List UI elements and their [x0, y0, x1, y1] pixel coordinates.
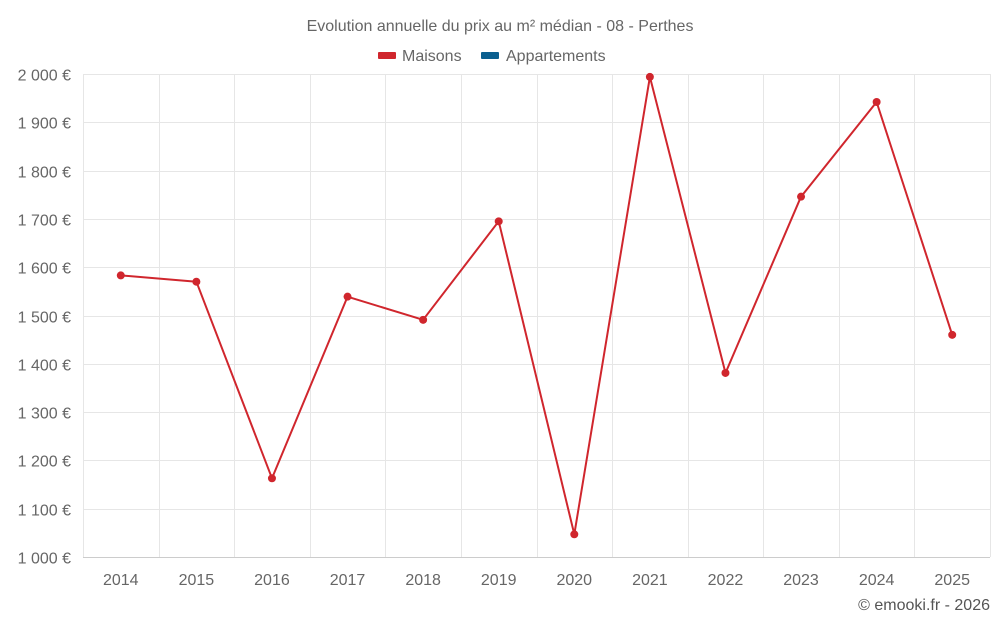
data-point[interactable]	[343, 292, 352, 301]
data-point[interactable]	[267, 474, 276, 483]
data-point[interactable]	[419, 315, 428, 324]
x-tick-label: 2025	[934, 572, 970, 589]
data-point[interactable]	[721, 368, 730, 377]
data-point[interactable]	[645, 72, 654, 81]
data-point[interactable]	[872, 98, 881, 107]
y-tick-label: 1 500 €	[18, 310, 71, 327]
x-tick-label: 2023	[783, 572, 819, 589]
x-gridlines	[83, 74, 991, 557]
x-tick-label: 2019	[481, 572, 517, 589]
legend-label-maisons: Maisons	[402, 48, 462, 65]
legend[interactable]: Maisons Appartements	[378, 48, 606, 65]
data-point[interactable]	[570, 530, 579, 539]
data-point[interactable]	[494, 217, 503, 226]
y-tick-label: 1 800 €	[18, 165, 71, 182]
x-tick-label: 2022	[708, 572, 744, 589]
y-tick-label: 1 400 €	[18, 358, 71, 375]
y-axis-ticks: 1 000 € 1 100 € 1 200 € 1 300 € 1 400 € 1 500…	[18, 68, 71, 568]
data-point[interactable]	[797, 192, 806, 201]
legend-swatch-appartements	[481, 52, 499, 59]
credit-text: © emooki.fr - 2026	[858, 597, 990, 614]
y-tick-label: 1 900 €	[18, 116, 71, 133]
x-tick-label: 2021	[632, 572, 668, 589]
x-tick-label: 2014	[103, 572, 139, 589]
y-tick-label: 1 000 €	[18, 551, 71, 568]
x-tick-label: 2017	[330, 572, 366, 589]
series-line-maisons	[120, 75, 954, 536]
y-gridlines	[83, 74, 990, 510]
y-tick-label: 1 300 €	[18, 406, 71, 423]
x-tick-label: 2020	[556, 572, 592, 589]
legend-label-appartements: Appartements	[506, 48, 606, 65]
y-tick-label: 1 200 €	[18, 454, 71, 471]
y-tick-label: 1 100 €	[18, 503, 71, 520]
x-tick-label: 2018	[405, 572, 441, 589]
legend-item-appartements[interactable]: Appartements	[481, 48, 606, 65]
x-tick-label: 2016	[254, 572, 290, 589]
x-tick-label: 2015	[179, 572, 215, 589]
chart-title: Evolution annuelle du prix au m² médian …	[307, 18, 694, 35]
y-tick-label: 1 700 €	[18, 213, 71, 230]
y-tick-label: 1 600 €	[18, 261, 71, 278]
data-point[interactable]	[116, 271, 125, 280]
series-layer	[116, 72, 957, 539]
legend-item-maisons[interactable]: Maisons	[378, 48, 462, 65]
x-tick-label: 2024	[859, 572, 895, 589]
data-point[interactable]	[192, 277, 201, 286]
x-axis-ticks: 2014 2015 2016 2017 2018 2019 2020 2021 2022 2023…	[103, 572, 970, 589]
y-tick-label: 2 000 €	[18, 68, 71, 85]
legend-swatch-maisons	[378, 52, 396, 59]
data-point[interactable]	[948, 330, 957, 339]
